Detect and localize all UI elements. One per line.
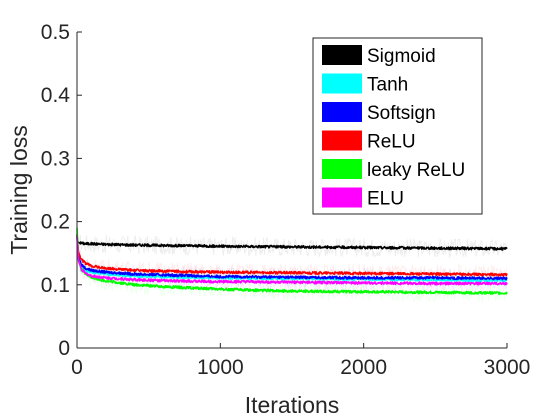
series-line-softsign [76,235,508,281]
legend-label-softsign: Softsign [367,103,436,124]
x-axis-label: Iterations [245,392,340,418]
legend-label-leaky-relu: leaky ReLU [367,160,465,181]
x-tick-label: 3000 [484,356,531,379]
noise-band-leaky-relu [76,221,508,303]
legend-label-sigmoid: Sigmoid [367,46,436,67]
y-tick-label: 0.4 [41,84,71,107]
legend-box [312,37,483,215]
tick-labels: 0 1000 2000 3000 0 0.1 0.2 0.3 0.4 0.5 [41,21,531,379]
legend-entry-elu: ELU [322,187,404,210]
legend-entry-tanh: Tanh [322,73,408,96]
axes [76,32,507,349]
legend: Sigmoid Tanh Softsign ReLU leaky ReLU ELU [312,37,483,215]
legend-swatch-relu [322,130,362,151]
series-line-tanh [76,237,508,283]
legend-label-tanh: Tanh [367,75,408,96]
series-line-relu [76,234,508,277]
y-tick-label: 0.3 [41,147,70,170]
legend-items: Sigmoid Tanh Softsign ReLU leaky ReLU ELU [322,45,465,210]
legend-swatch-softsign [322,102,362,122]
x-tick-label: 2000 [340,356,387,379]
legend-label-relu: ReLU [367,132,416,153]
x-tick-label: 1000 [197,356,244,379]
y-tick-label: 0 [58,337,70,360]
legend-swatch-elu [322,187,362,208]
legend-swatch-sigmoid [322,45,362,65]
series-line-sigmoid [76,240,508,251]
noise-band-sigmoid [76,232,508,258]
legend-label-elu: ELU [367,189,404,210]
series-line-leaky-relu [76,227,508,295]
x-tick-label: 0 [71,356,83,379]
y-tick-label: 0.5 [41,21,70,44]
legend-entry-leaky-relu: leaky ReLU [322,159,465,181]
legend-swatch-tanh [322,73,362,94]
y-tick-label: 0.1 [41,274,70,297]
legend-swatch-leaky-relu [322,159,362,179]
series-lines [76,227,508,295]
series-line-elu [76,236,508,286]
legend-entry-softsign: Softsign [322,102,436,124]
legend-entry-relu: ReLU [322,130,416,153]
legend-entry-sigmoid: Sigmoid [322,45,436,67]
y-tick-label: 0.2 [41,211,70,234]
ticks [76,31,508,349]
y-axis-label: Training loss [6,125,32,255]
